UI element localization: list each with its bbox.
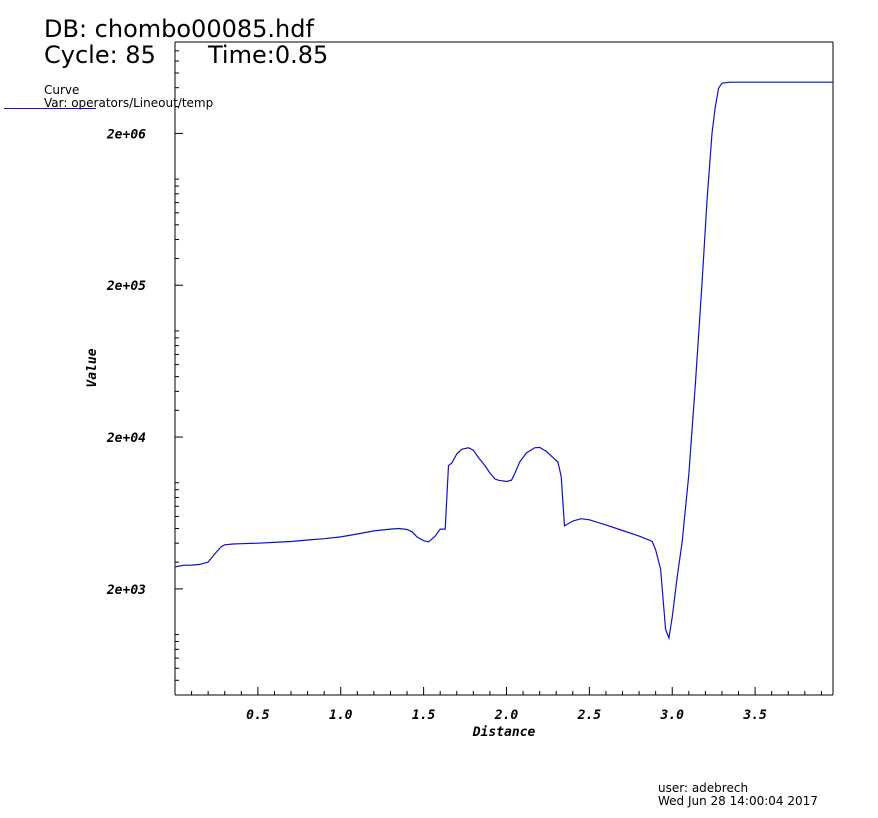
legend-line-swatch — [4, 108, 96, 109]
plot-axes — [174, 41, 834, 696]
y-tick-label: 2e+03 — [106, 583, 146, 598]
x-tick-label: 3.5 — [742, 708, 767, 723]
y-tick-label: 2e+05 — [106, 279, 146, 294]
y-axis-label: Value — [85, 348, 100, 387]
x-tick-label: 1.5 — [412, 708, 436, 723]
x-tick-label: 3.0 — [659, 708, 684, 723]
legend-variable: Var: operators/Lineout/temp — [44, 96, 214, 110]
cycle-label: Cycle: 85 — [44, 41, 156, 69]
x-tick-label: 0.5 — [246, 708, 270, 723]
x-tick-label: 2.0 — [494, 708, 519, 723]
legend-title: Curve — [44, 83, 80, 97]
series-layer — [174, 81, 833, 641]
timestamp-label: Wed Jun 28 14:00:04 2017 — [658, 794, 818, 808]
y-tick-label: 2e+04 — [106, 431, 146, 446]
tick-labels: 0.5 1.0 1.5 2.0 2.5 3.0 3.5 2e+03 2e+04 2e+05 2e+0… — [106, 127, 767, 723]
database-title: DB: chombo00085.hdf — [44, 15, 314, 43]
x-tick-label: 2.5 — [577, 708, 602, 723]
axis-ticks — [175, 41, 822, 696]
x-tick-label: 1.0 — [329, 708, 353, 723]
y-tick-label: 2e+06 — [106, 127, 146, 142]
time-label: Time:0.85 — [208, 41, 329, 69]
series-line — [174, 81, 833, 641]
user-label: user: adebrech — [658, 781, 749, 795]
x-axis-label: Distance — [472, 725, 536, 740]
